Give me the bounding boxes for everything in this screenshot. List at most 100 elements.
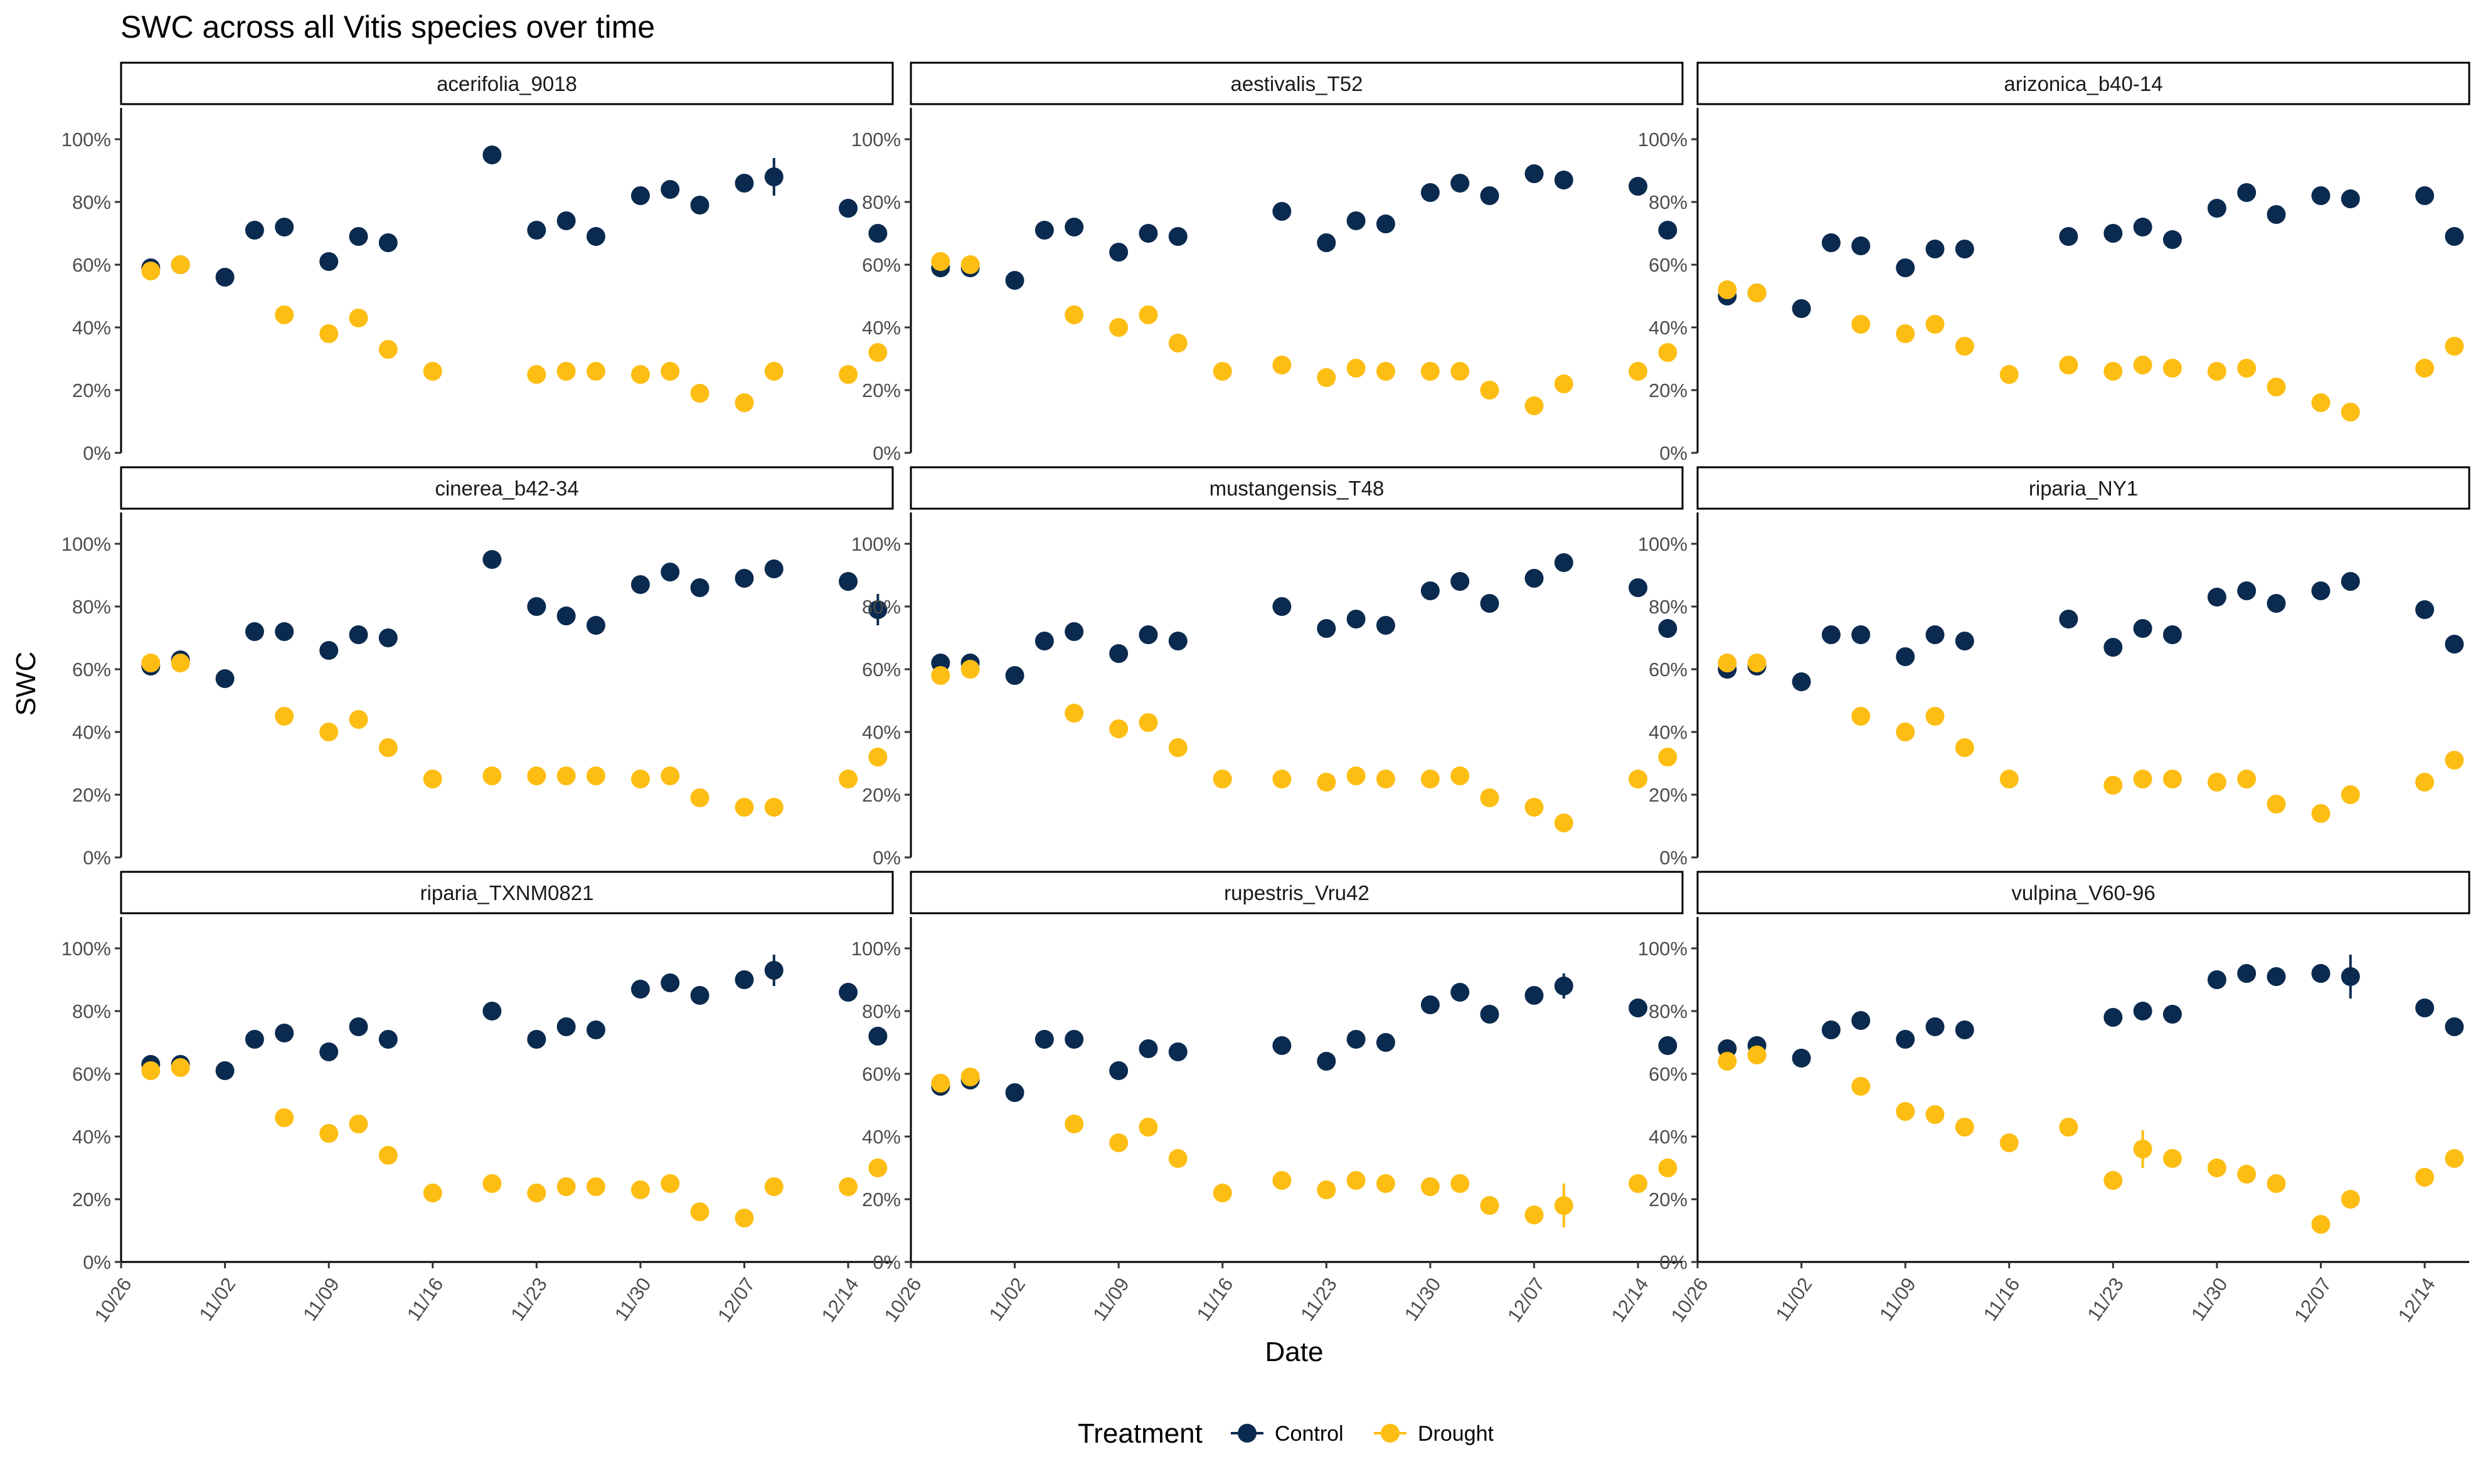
drought-point bbox=[586, 362, 605, 381]
x-tick-label: 11/16 bbox=[1193, 1274, 1238, 1325]
drought-point bbox=[1109, 719, 1129, 738]
drought-point bbox=[1718, 1052, 1737, 1071]
control-point bbox=[527, 1030, 546, 1049]
drought-point bbox=[1747, 654, 1767, 672]
drought-point bbox=[1376, 362, 1395, 381]
drought-point bbox=[1851, 1077, 1871, 1096]
control-point bbox=[275, 1024, 294, 1042]
facet-panel: riparia_NY1 0% 20% 40% 60% 80% 100% bbox=[1638, 466, 2470, 869]
control-point bbox=[2267, 967, 2286, 986]
control-point bbox=[319, 641, 339, 660]
control-point bbox=[735, 569, 754, 588]
drought-point bbox=[2445, 1149, 2464, 1168]
control-point bbox=[1109, 243, 1129, 262]
facet-strip bbox=[910, 871, 1684, 914]
legend: Treatment Control Drought bbox=[1078, 1418, 1494, 1449]
control-point bbox=[2237, 964, 2257, 983]
x-tick-label: 11/02 bbox=[194, 1274, 240, 1325]
control-point bbox=[1821, 233, 1841, 252]
control-point bbox=[1821, 1020, 1841, 1039]
control-point bbox=[1896, 1030, 1915, 1049]
control-point bbox=[1139, 625, 1158, 644]
control-point bbox=[764, 961, 784, 980]
y-tick-label: 20% bbox=[1649, 379, 1688, 401]
y-tick-label: 80% bbox=[1649, 1000, 1688, 1022]
control-point bbox=[1168, 1042, 1188, 1061]
control-point bbox=[1139, 1039, 1158, 1058]
drought-point bbox=[2341, 403, 2360, 421]
drought-point bbox=[1658, 1158, 1677, 1177]
control-point bbox=[1955, 632, 1974, 650]
drought-point bbox=[1450, 1174, 1470, 1193]
control-point bbox=[319, 1042, 339, 1061]
legend-item: Control bbox=[1231, 1422, 1344, 1446]
x-tick-label: 11/09 bbox=[1088, 1274, 1134, 1325]
facet-panels: acerifolia_90180%20%40%60%80%100%aestiva… bbox=[61, 61, 2470, 1327]
control-point bbox=[2445, 227, 2464, 246]
control-point bbox=[661, 973, 680, 992]
chart-title: SWC across all Vitis species over time bbox=[120, 9, 655, 45]
drought-point bbox=[1554, 374, 1573, 393]
drought-point bbox=[1317, 1180, 1336, 1199]
y-tick-label: 80% bbox=[72, 596, 111, 618]
control-point bbox=[482, 550, 502, 569]
facet-title: vulpina_V60-96 bbox=[2011, 881, 2155, 904]
y-tick-label: 20% bbox=[862, 1189, 901, 1211]
control-point bbox=[1005, 1083, 1024, 1102]
control-point bbox=[1420, 995, 1440, 1014]
drought-point bbox=[1272, 770, 1292, 788]
control-point bbox=[1168, 227, 1188, 246]
drought-point bbox=[1629, 1174, 1648, 1193]
drought-point bbox=[482, 766, 502, 785]
drought-point bbox=[1168, 1149, 1188, 1168]
y-tick-label: 60% bbox=[72, 659, 111, 681]
facet-title: aestivalis_T52 bbox=[1231, 72, 1363, 95]
drought-point bbox=[1139, 1118, 1158, 1137]
drought-point bbox=[2267, 795, 2286, 814]
facet-panel: aestivalis_T52 0% 20% 40% 60% 80% 100% bbox=[851, 61, 1684, 464]
control-point bbox=[2103, 1008, 2123, 1027]
drought-point bbox=[735, 393, 754, 412]
control-point bbox=[2445, 1017, 2464, 1036]
drought-point bbox=[1109, 1133, 1129, 1152]
drought-point bbox=[690, 1202, 710, 1221]
facet-panel: cinerea_b42-34 0% 20% 40% 60% 80% 100% bbox=[61, 466, 894, 869]
drought-point bbox=[2311, 804, 2331, 823]
y-tick-label: 100% bbox=[61, 129, 111, 151]
drought-point bbox=[1480, 788, 1499, 807]
drought-point bbox=[1896, 723, 1915, 741]
y-tick-label: 80% bbox=[1649, 596, 1688, 618]
y-tick-label: 80% bbox=[862, 596, 901, 618]
x-tick-label: 12/14 bbox=[1607, 1274, 1653, 1327]
drought-point bbox=[1420, 362, 1440, 381]
drought-point bbox=[141, 1061, 161, 1080]
control-point bbox=[2415, 999, 2435, 1017]
facet-strip bbox=[120, 466, 894, 510]
drought-point bbox=[1925, 315, 1945, 334]
x-tick-label: 11/02 bbox=[1771, 1274, 1816, 1325]
control-point bbox=[1524, 164, 1544, 183]
drought-point bbox=[2341, 1190, 2360, 1209]
x-tick-label: 11/23 bbox=[1296, 1274, 1341, 1325]
control-point bbox=[1524, 569, 1544, 588]
drought-point bbox=[1065, 704, 1084, 723]
control-point bbox=[735, 970, 754, 989]
x-tick-label: 11/16 bbox=[1979, 1274, 2024, 1325]
drought-point bbox=[1955, 337, 1974, 356]
control-point bbox=[1658, 619, 1677, 638]
control-point bbox=[275, 622, 294, 641]
control-point bbox=[2267, 205, 2286, 224]
control-point bbox=[1629, 177, 1648, 196]
control-point bbox=[2415, 600, 2435, 619]
drought-point bbox=[527, 766, 546, 785]
drought-point bbox=[275, 707, 294, 726]
y-tick-label: 0% bbox=[83, 847, 111, 869]
drought-point bbox=[2415, 1168, 2435, 1187]
drought-point bbox=[960, 1068, 980, 1086]
control-point bbox=[868, 224, 888, 243]
control-point bbox=[1629, 999, 1648, 1017]
drought-point bbox=[1065, 305, 1084, 324]
legend-key-point bbox=[1381, 1424, 1400, 1443]
drought-point bbox=[868, 748, 888, 766]
control-point bbox=[2311, 186, 2331, 205]
